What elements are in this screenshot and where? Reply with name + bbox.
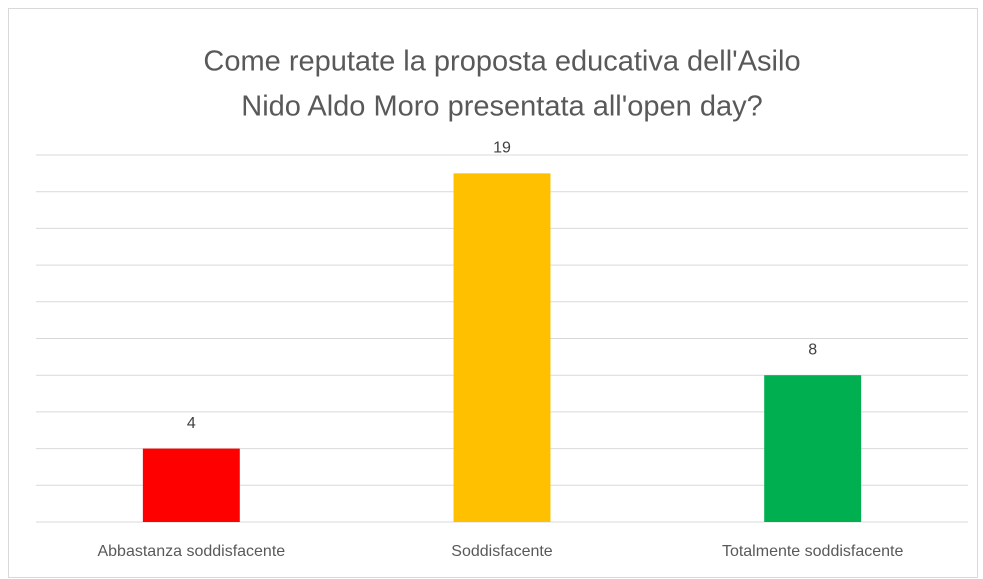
data-label: 8 xyxy=(808,341,817,358)
bar xyxy=(764,375,862,522)
chart-title: Nido Aldo Moro presentata all'open day? xyxy=(241,91,762,123)
bar xyxy=(142,448,240,522)
x-tick-label: Soddisfacente xyxy=(451,543,553,560)
data-label: 19 xyxy=(493,140,511,157)
chart-title: Come reputate la proposta educativa dell… xyxy=(203,46,800,78)
x-tick-label: Abbastanza soddisfacente xyxy=(97,543,285,560)
x-tick-label: Totalmente soddisfacente xyxy=(722,543,904,560)
bar xyxy=(453,173,551,522)
data-label: 4 xyxy=(187,415,196,432)
